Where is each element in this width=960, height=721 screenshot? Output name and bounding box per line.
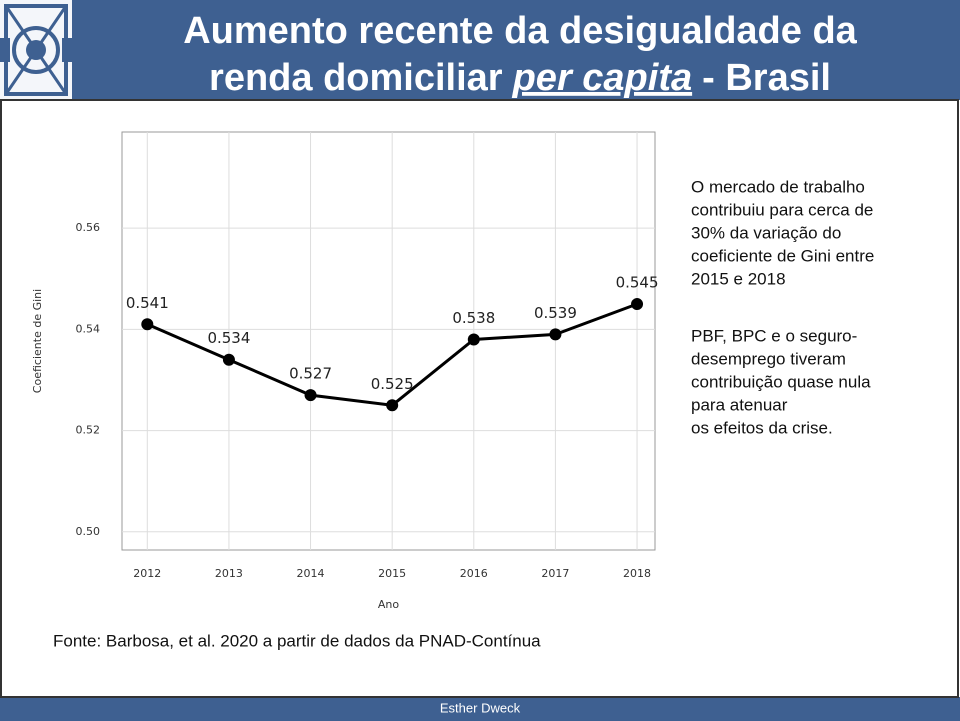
side-line: contribuição quase nula: [691, 372, 871, 391]
title-part: renda domiciliar: [209, 57, 503, 99]
logo: [0, 0, 72, 100]
x-tick-label: 2015: [378, 567, 406, 580]
plot-area: [121, 131, 656, 551]
x-tick-label: 2013: [215, 567, 243, 580]
data-label: 0.534: [207, 329, 250, 347]
point: [467, 333, 480, 346]
side-line: PBF, BPC e o seguro-: [691, 326, 857, 345]
point: [222, 353, 235, 366]
side-line: 30% da variação do: [691, 223, 841, 242]
title: Aumento recente da desigualdade da: [183, 10, 857, 52]
side-line: para atenuar: [691, 395, 788, 414]
side-text: O mercado de trabalho contribuiu para cer…: [691, 177, 874, 437]
y-axis-label: Coeficiente de Gini: [31, 289, 44, 393]
point: [386, 399, 399, 412]
data-label: 0.527: [289, 365, 332, 383]
point: [549, 328, 562, 341]
x-tick-label: 2016: [460, 567, 488, 580]
side-line: contribuiu para cerca de: [691, 200, 873, 219]
point: [631, 298, 644, 311]
data-label: 0.539: [534, 304, 577, 322]
x-axis-label: Ano: [378, 598, 399, 611]
side-line: O mercado de trabalho: [691, 177, 865, 196]
data-label: 0.545: [616, 274, 659, 292]
side-line: desemprego tiveram: [691, 349, 846, 368]
side-line: os efeitos da crise.: [691, 418, 833, 437]
point: [304, 389, 317, 402]
x-tick-label: 2017: [541, 567, 569, 580]
y-tick-label: 0.52: [76, 424, 101, 437]
title-part: - Brasil: [702, 57, 831, 99]
x-tick-label: 2012: [133, 567, 161, 580]
y-tick-label: 0.54: [76, 322, 101, 335]
side-line: coeficiente de Gini entre: [691, 246, 874, 265]
x-tick-label: 2018: [623, 567, 651, 580]
source: Fonte: Barbosa, et al. 2020 a partir de …: [53, 631, 541, 650]
chart: 0.50 0.52 0.54 0.56 2012 2013 2014 2015 2016 2017…: [31, 131, 659, 611]
title-italic: per capita: [512, 57, 693, 99]
x-tick-label: 2014: [297, 567, 325, 580]
frame: [0, 99, 959, 698]
y-tick-label: 0.56: [76, 221, 101, 234]
side-line: 2015 e 2018: [691, 269, 786, 288]
data-label: 0.538: [452, 309, 495, 327]
data-label: 0.541: [126, 294, 169, 312]
data-label: 0.525: [371, 375, 414, 393]
header-band: [0, 0, 960, 100]
title: renda domiciliar per capita - Brasil: [209, 57, 831, 99]
point: [141, 318, 154, 331]
footer-band: [0, 697, 960, 721]
footer: Esther Dweck: [440, 700, 521, 715]
y-tick-label: 0.50: [76, 525, 101, 538]
